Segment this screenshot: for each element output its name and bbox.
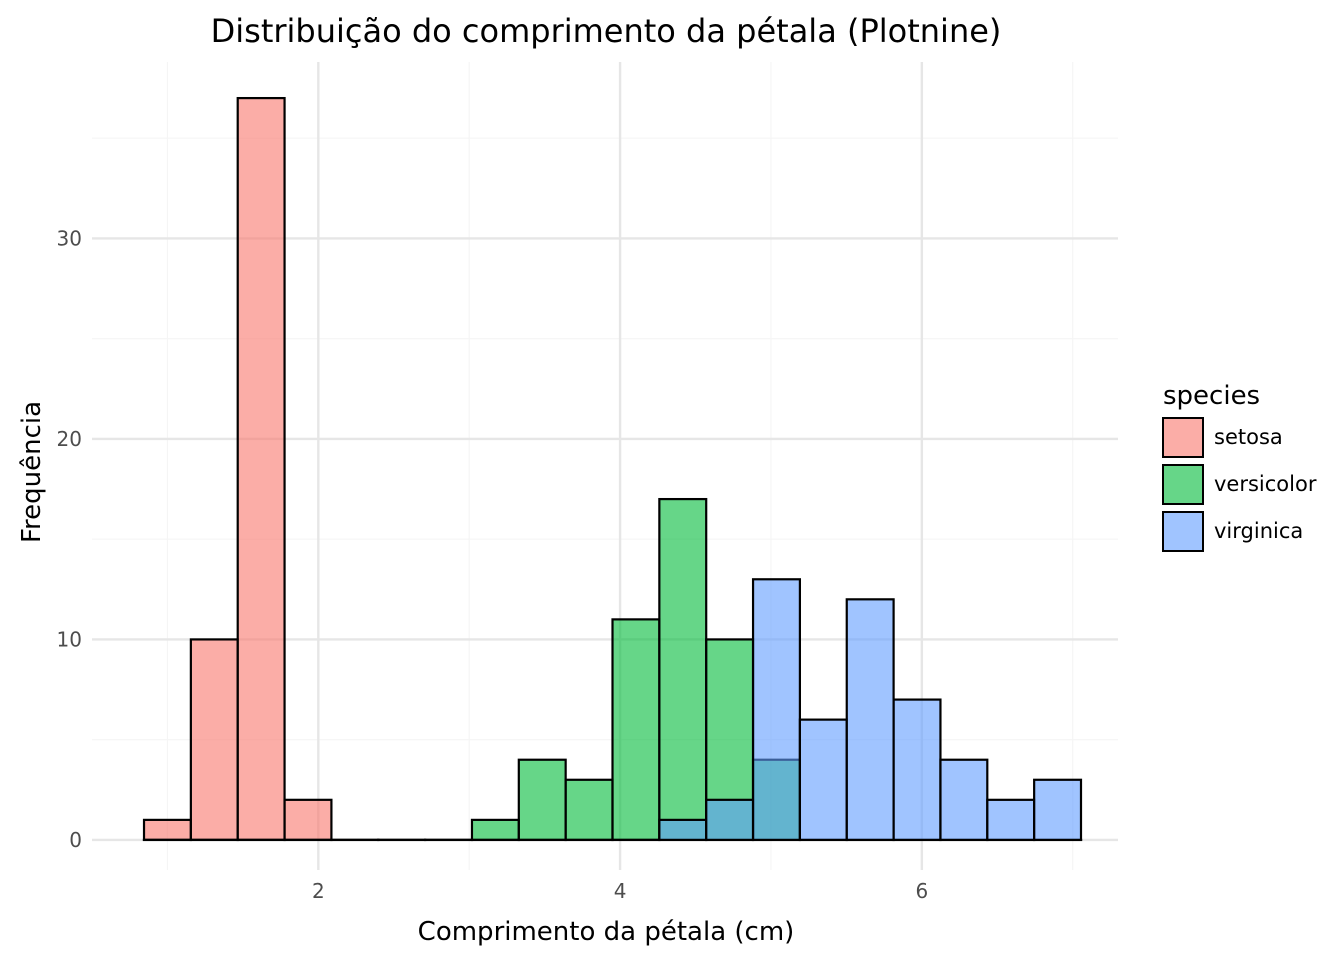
legend-swatch xyxy=(1162,464,1204,505)
bar-virginica xyxy=(751,578,802,842)
legend-label: versicolor xyxy=(1214,472,1317,496)
legend-item-setosa: setosa xyxy=(1162,417,1283,458)
bar-virginica xyxy=(845,598,895,842)
bar-virginica xyxy=(892,698,942,842)
legend: species setosa versicolor virginica xyxy=(1162,381,1317,552)
y-tick-label: 10 xyxy=(57,627,82,651)
y-tick-label: 0 xyxy=(69,828,82,852)
bars xyxy=(142,96,1083,842)
bar-versicolor xyxy=(611,618,661,842)
bar-setosa xyxy=(236,96,286,842)
legend-title: species xyxy=(1163,381,1260,411)
bar-virginica xyxy=(1033,778,1083,842)
x-tick-label: 4 xyxy=(614,879,627,903)
x-axis-title: Comprimento da pétala (cm) xyxy=(418,917,795,947)
series-virginica xyxy=(142,578,1083,842)
bar-virginica xyxy=(986,798,1036,842)
bar-versicolor xyxy=(470,818,520,842)
legend-swatch xyxy=(1162,511,1204,552)
y-tick-label: 30 xyxy=(57,226,82,250)
bar-versicolor xyxy=(517,758,567,842)
bar-setosa xyxy=(283,798,333,842)
bar-versicolor xyxy=(564,778,614,842)
bar-setosa xyxy=(142,818,192,842)
y-axis-ticks: 0 10 20 30 xyxy=(57,226,82,851)
x-tick-label: 6 xyxy=(915,879,928,903)
x-axis-ticks: 2 4 6 xyxy=(312,879,928,903)
bar-virginica xyxy=(658,818,708,842)
bar-virginica xyxy=(705,798,755,842)
legend-item-versicolor: versicolor xyxy=(1162,464,1317,505)
chart-title: Distribuição do comprimento da pétala (P… xyxy=(211,12,1002,50)
bar-versicolor xyxy=(658,497,708,842)
bar-virginica xyxy=(939,758,989,842)
y-axis-title: Frequência xyxy=(17,401,47,543)
legend-label: setosa xyxy=(1214,425,1283,449)
legend-item-virginica: virginica xyxy=(1162,511,1303,552)
bar-setosa xyxy=(189,638,239,842)
series-setosa xyxy=(142,96,1083,842)
bar-virginica xyxy=(798,718,848,842)
legend-swatch xyxy=(1162,417,1204,458)
legend-label: virginica xyxy=(1214,519,1303,543)
y-tick-label: 20 xyxy=(57,427,82,451)
x-tick-label: 2 xyxy=(312,879,325,903)
